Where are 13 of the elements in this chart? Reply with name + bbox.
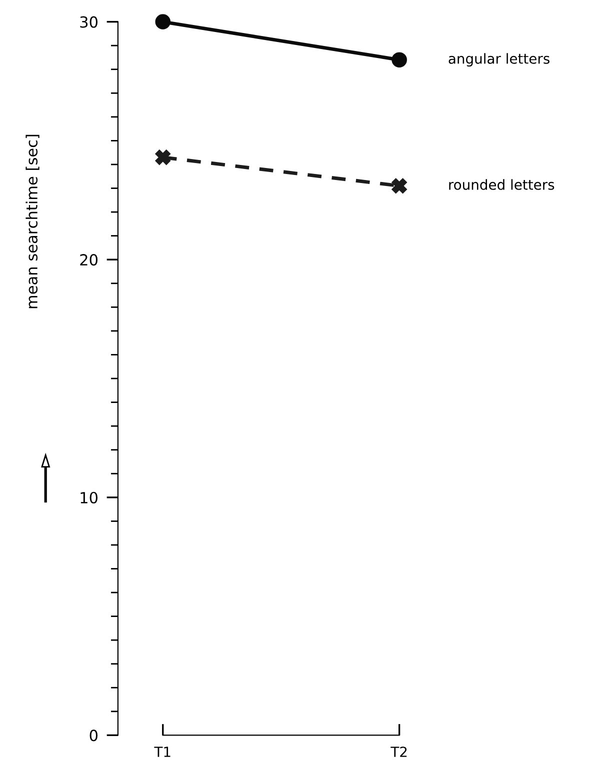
y-tick-label: 20 xyxy=(80,254,98,266)
point xyxy=(392,178,407,194)
y-tick-label: 30 xyxy=(80,16,98,28)
y-tick-label: 10 xyxy=(80,492,98,504)
y-axis-title: mean searchtime [sec] xyxy=(26,134,40,308)
text: angular letters xyxy=(448,53,550,67)
point xyxy=(155,14,171,30)
point xyxy=(155,150,171,165)
y-tick-label: 0 xyxy=(90,730,98,742)
x-tick-label: T2 xyxy=(390,746,407,757)
text: rounded letters xyxy=(449,179,554,190)
point xyxy=(392,52,407,68)
x-tick-label: T1 xyxy=(154,746,170,757)
